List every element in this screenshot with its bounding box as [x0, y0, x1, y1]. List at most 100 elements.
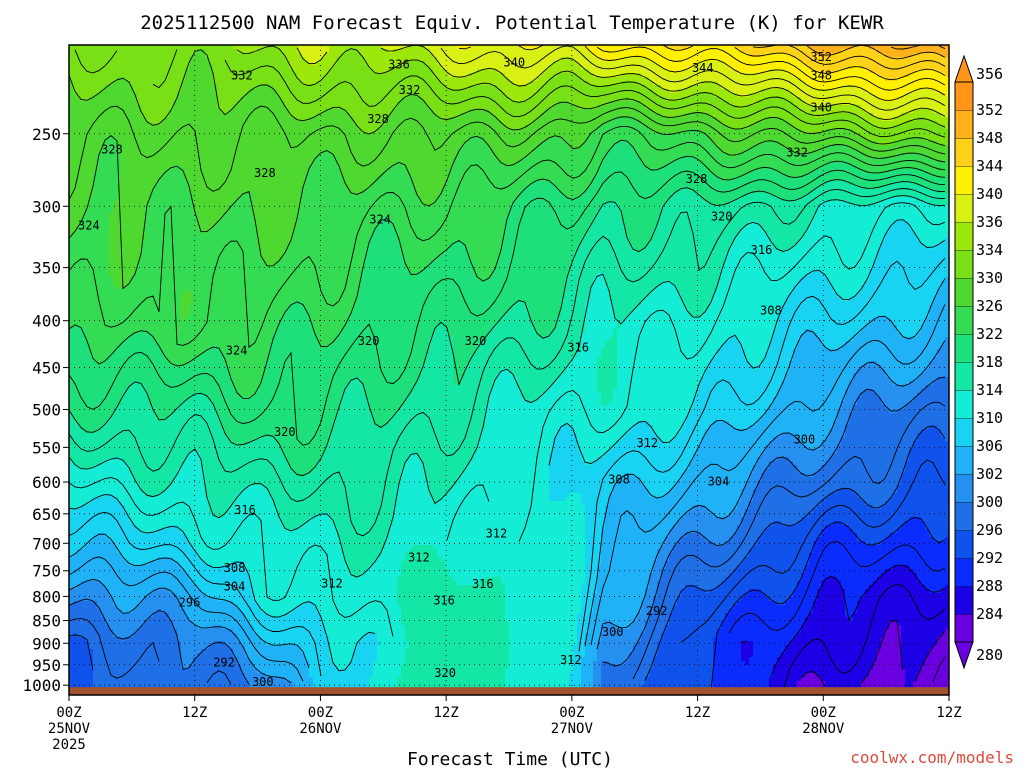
colorbar-swatch: [955, 586, 973, 615]
colorbar-label: 306: [976, 437, 1003, 455]
colorbar-swatch: [955, 194, 973, 223]
colorbar-swatch: [955, 446, 973, 475]
x-tick-label: 2025: [52, 737, 86, 753]
y-axis: 250 300 350 400 450 500 550 600 650 700 750 800 850 9…: [22, 125, 69, 695]
colorbar-swatch: [955, 110, 973, 139]
x-tick-label: 26NOV: [299, 721, 342, 737]
x-tick-label: 00Z: [811, 705, 836, 721]
y-tick-label: 500: [32, 400, 61, 419]
x-tick-label: 12Z: [182, 705, 207, 721]
colorbar-label: 314: [976, 381, 1003, 399]
contour-label: 352: [810, 50, 832, 64]
colorbar-label: 334: [976, 241, 1003, 259]
colorbar-swatch: [955, 306, 973, 335]
colorbar-label: 336: [976, 213, 1003, 231]
y-tick-label: 900: [32, 634, 61, 653]
y-tick-label: 850: [32, 612, 61, 631]
colorbar-label: 310: [976, 409, 1003, 427]
colorbar-label: 344: [976, 157, 1003, 175]
colorbar-label: 326: [976, 297, 1003, 315]
colorbar: 2802842882922963003023063103143183223263…: [955, 56, 1003, 668]
x-tick-label: 12Z: [433, 705, 458, 721]
contour-label: 300: [794, 432, 816, 446]
contour-label: 328: [367, 112, 389, 126]
y-tick-label: 700: [32, 534, 61, 553]
x-tick-label: 28NOV: [802, 721, 845, 737]
contour-label: 304: [224, 579, 246, 593]
y-tick-label: 250: [32, 125, 61, 144]
contour-label: 292: [646, 604, 668, 618]
contour-label: 320: [274, 425, 296, 439]
colorbar-swatch: [955, 558, 973, 587]
contour-label: 336: [388, 57, 410, 71]
contour-label: 324: [369, 212, 391, 226]
colorbar-label: 302: [976, 465, 1003, 483]
y-tick-label: 750: [32, 562, 61, 581]
y-tick-label: 600: [32, 473, 61, 492]
contour-label: 292: [213, 656, 235, 670]
colorbar-swatch: [955, 614, 973, 643]
colorbar-label: 318: [976, 353, 1003, 371]
contour-label: 340: [810, 100, 832, 114]
x-tick-label: 12Z: [936, 705, 961, 721]
colorbar-swatch: [955, 362, 973, 391]
colorbar-label: 300: [976, 493, 1003, 511]
contour-label: 296: [179, 595, 201, 609]
contour-label: 312: [636, 436, 658, 450]
contour-label: 328: [101, 142, 123, 156]
contour-label: 308: [224, 561, 246, 575]
colorbar-swatch: [955, 166, 973, 195]
contour-label: 316: [567, 341, 589, 355]
y-tick-label: 350: [32, 259, 61, 278]
colorbar-label: 296: [976, 521, 1003, 539]
contour-label: 324: [78, 219, 100, 233]
y-tick-label: 800: [32, 587, 61, 606]
colorbar-swatch: [955, 222, 973, 251]
colorbar-swatch: [955, 502, 973, 531]
contour-label: 312: [408, 550, 430, 564]
contour-label: 332: [399, 83, 421, 97]
colorbar-label: 330: [976, 269, 1003, 287]
colorbar-label: 292: [976, 549, 1003, 567]
contour-label: 316: [433, 593, 455, 607]
contour-label: 328: [254, 166, 276, 180]
colorbar-swatch: [955, 390, 973, 419]
contour-label: 320: [465, 334, 487, 348]
y-tick-label: 650: [32, 505, 61, 524]
colorbar-swatch: [955, 530, 973, 559]
colorbar-swatch: [955, 138, 973, 167]
colorbar-swatch: [955, 474, 973, 503]
contour-label: 348: [810, 69, 832, 83]
colorbar-label: 280: [976, 646, 1003, 664]
contour-label: 324: [226, 343, 248, 357]
y-tick-label: 400: [32, 312, 61, 331]
contour-label: 316: [751, 243, 773, 257]
contour-label: 300: [602, 625, 624, 639]
x-tick-label: 27NOV: [551, 721, 594, 737]
contour-label: 312: [486, 527, 508, 541]
y-tick-label: 550: [32, 438, 61, 457]
colorbar-swatch: [955, 418, 973, 447]
credit-text: coolwx.com/models: [850, 748, 1014, 767]
contour-label: 328: [686, 172, 708, 186]
colorbar-label: 352: [976, 101, 1003, 119]
ground-surface: [69, 687, 949, 695]
colorbar-label: 284: [976, 605, 1003, 623]
colorbar-label: 340: [976, 185, 1003, 203]
contour-label: 320: [711, 210, 733, 224]
y-tick-label: 300: [32, 197, 61, 216]
contour-label: 332: [231, 69, 253, 83]
contour-label: 312: [560, 653, 582, 667]
contour-label: 320: [434, 666, 456, 680]
y-tick-label: 950: [32, 656, 61, 675]
x-tick-label: 00Z: [559, 705, 584, 721]
colorbar-label: 348: [976, 129, 1003, 147]
colorbar-label: 356: [976, 65, 1003, 83]
x-tick-label: 25NOV: [48, 721, 91, 737]
contour-label: 316: [234, 503, 256, 517]
colorbar-min-arrow: [955, 642, 973, 668]
y-tick-label: 450: [32, 359, 61, 378]
colorbar-max-arrow: [955, 56, 973, 82]
